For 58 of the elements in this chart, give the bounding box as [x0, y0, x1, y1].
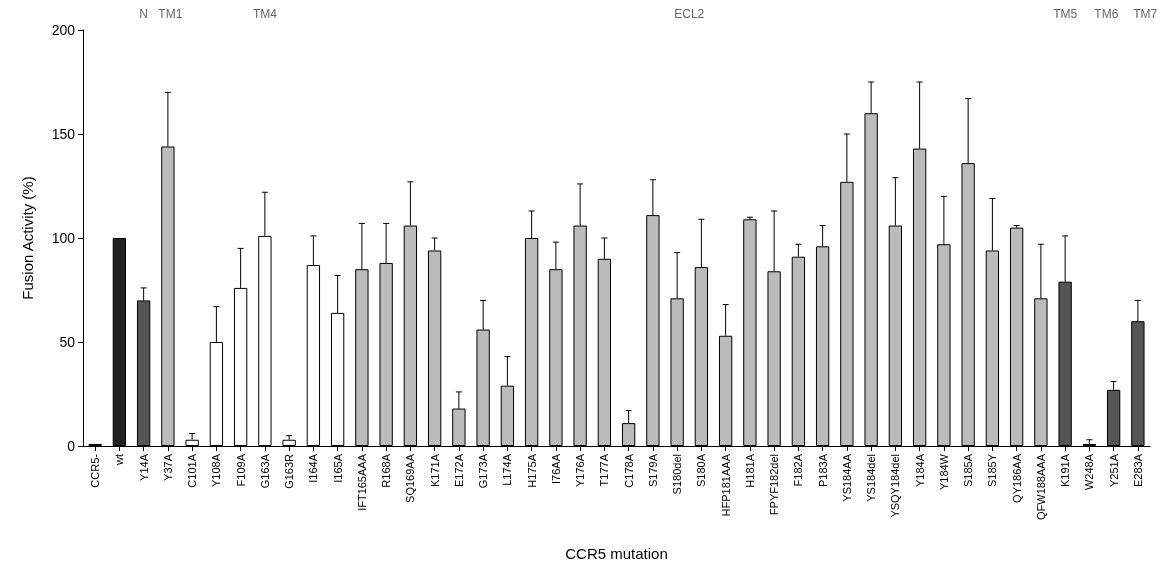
x-tick-label: T177A [598, 453, 611, 487]
text: TM1 [158, 7, 183, 21]
x-tick-label: S180del [671, 454, 684, 495]
text: TM7 [1133, 7, 1158, 21]
x-tick-label: F109A [234, 453, 247, 487]
x-tick-label: SQ169AA [404, 453, 417, 503]
x-tick-label: QY186AA [1010, 453, 1023, 503]
x-tick-label: K191A [1059, 453, 1072, 488]
x-tick-label: I165A [331, 453, 344, 483]
x-tick-label: C101A [186, 453, 199, 488]
x-tick-label: G163R [283, 453, 296, 489]
x-tick-label: E283A [1131, 453, 1144, 488]
x-tick-label: wt [113, 454, 126, 466]
y-tick-label: 50 [59, 334, 76, 350]
x-tick-label: S180A [695, 453, 708, 488]
y-tick-label: 150 [51, 126, 76, 142]
x-tick-label: C178A [622, 453, 635, 488]
x-tick-label: G173A [477, 453, 490, 489]
x-tick-label: L174A [501, 453, 514, 486]
x-tick-label: Y37A [161, 453, 174, 481]
x-tick-label: YS184AA [840, 453, 853, 502]
x-tick-label: IFT165AAA [355, 453, 368, 511]
x-tick-label: Y184A [913, 453, 926, 488]
x-tick-label: I76AA [549, 453, 562, 484]
x-tick-label: P183A [816, 453, 829, 488]
y-tick-label: 100 [51, 230, 76, 246]
x-axis-title: CCR5 mutation [565, 545, 668, 562]
x-tick-label: YSQY184del [889, 454, 902, 518]
x-tick-label: QFW188AAA [1034, 453, 1047, 521]
x-tick-label: Y14A [137, 453, 150, 481]
text: TM6 [1094, 7, 1119, 21]
x-tick-label: Y251A [1107, 453, 1120, 488]
y-axis-title: Fusion Activity (%) [19, 176, 36, 300]
y-tick-label: 200 [51, 22, 76, 38]
x-tick-label: G163A [258, 453, 271, 489]
x-tick-label: W248A [1083, 453, 1096, 491]
x-tick-label: Y176A [574, 453, 587, 488]
x-tick-label: S185A [962, 453, 975, 488]
x-tick-label: R168A [380, 453, 393, 488]
x-tick-label: I164A [307, 453, 320, 483]
x-tick-label: E172A [452, 453, 465, 488]
x-tick-label: F182A [792, 453, 805, 487]
x-tick-label: S185Y [986, 453, 999, 488]
x-tick-label: S179A [646, 453, 659, 488]
x-tick-label: FPYF182del [768, 454, 781, 516]
x-tick-label: CCR5- [89, 453, 102, 488]
text: N [139, 7, 148, 21]
x-tick-label: HFP181AAA [719, 453, 732, 517]
text: TM5 [1053, 7, 1078, 21]
x-tick-label: K171A [428, 453, 441, 488]
x-tick-label: YS184del [865, 454, 878, 502]
x-tick-label: H175A [525, 453, 538, 488]
x-tick-label: H181A [743, 453, 756, 488]
text: ECL2 [674, 7, 705, 21]
y-tick-label: 0 [67, 438, 76, 454]
text: TM4 [252, 7, 278, 21]
x-tick-label: Y108A [210, 453, 223, 488]
x-tick-label: Y184W [937, 453, 950, 491]
